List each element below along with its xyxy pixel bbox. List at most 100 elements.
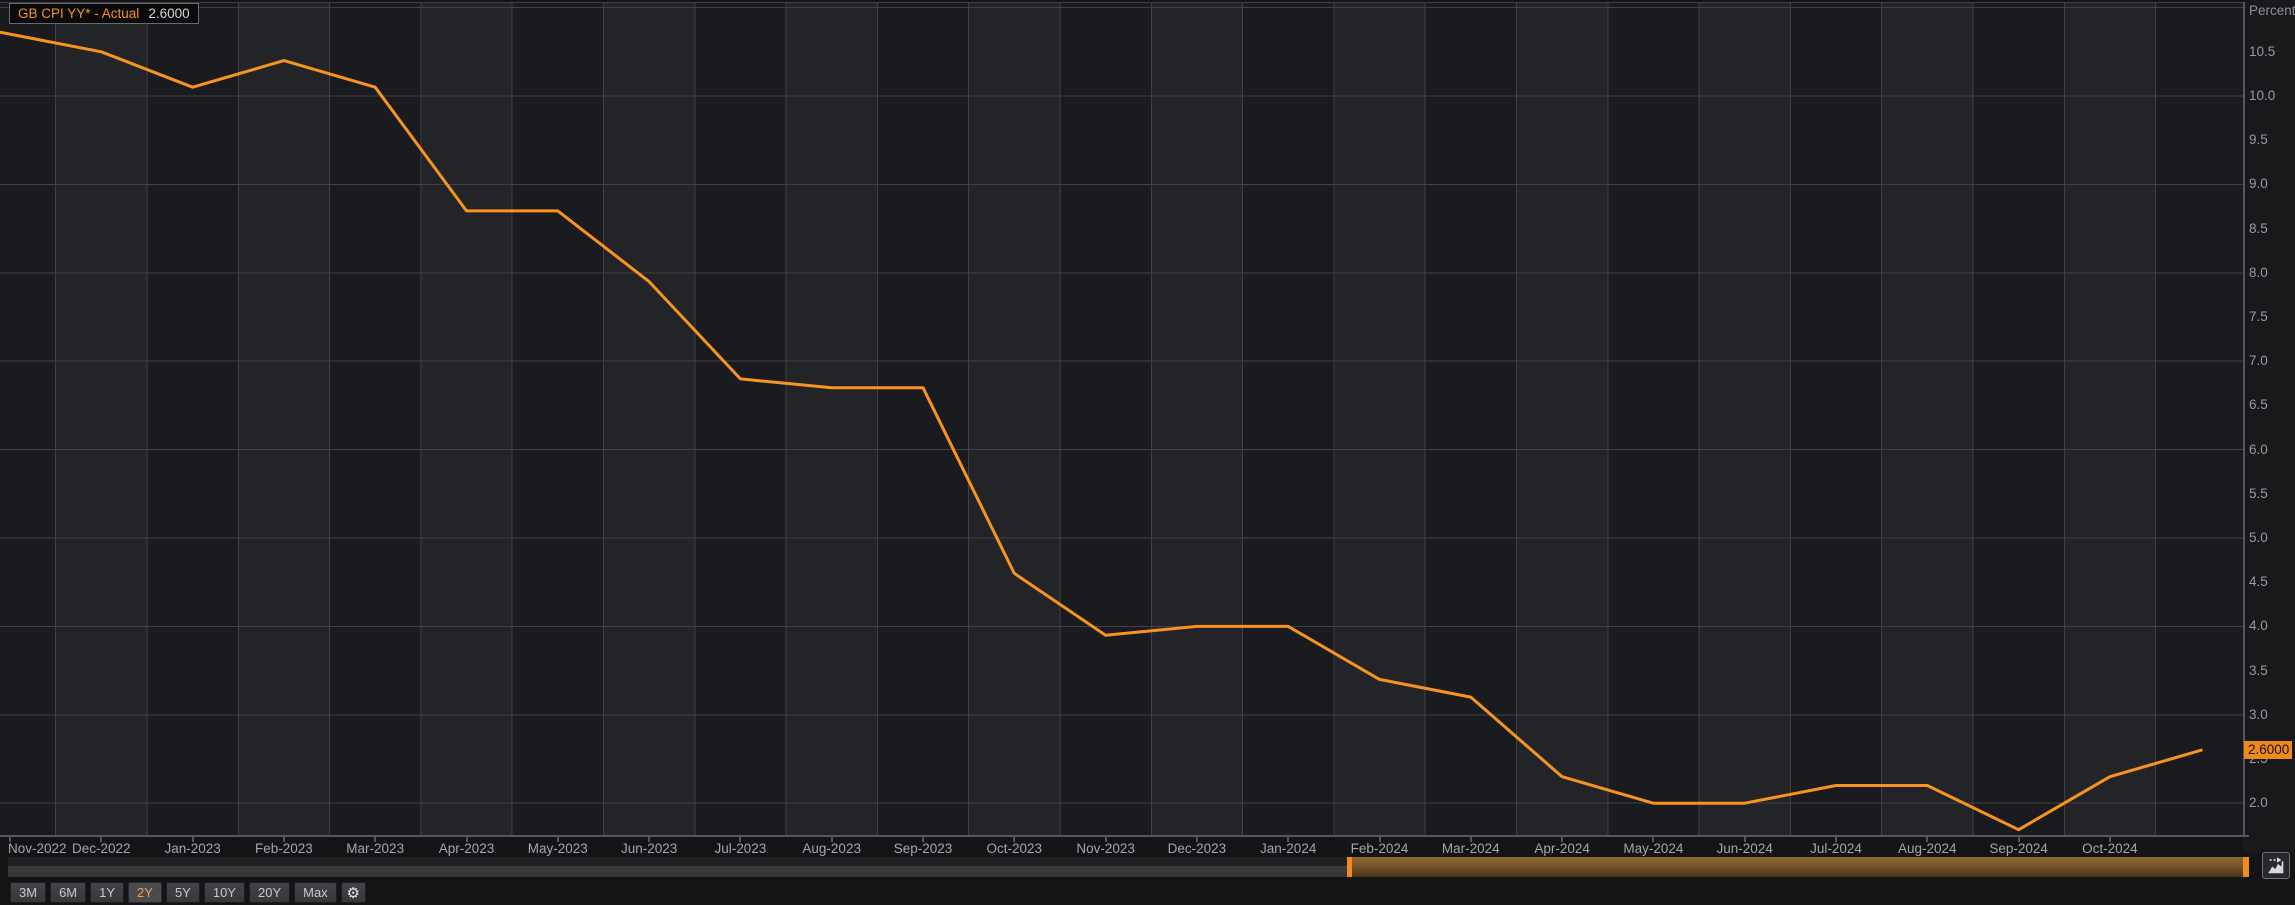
plot-column-band: [329, 2, 421, 835]
x-axis-tick: [739, 837, 742, 842]
x-axis-tick: [1195, 837, 1198, 842]
x-axis-tick-label: Oct-2024: [2082, 841, 2138, 856]
x-axis-tick-label: Nov-2022: [8, 841, 67, 856]
x-axis-tick-label: Nov-2023: [1076, 841, 1135, 856]
plot-column-band: [55, 2, 147, 835]
y-axis-title: Percent: [2249, 3, 2295, 18]
x-axis-tick-label: Sep-2024: [1989, 841, 2048, 856]
y-axis-tick-label: 8.0: [2249, 264, 2268, 280]
range-button-10y[interactable]: 10Y: [203, 882, 245, 903]
plot-column-band: [877, 2, 969, 835]
y-axis-tick-label: 10.5: [2249, 43, 2276, 59]
range-scrollbar-track[interactable]: [8, 857, 2249, 877]
x-axis-tick: [922, 837, 924, 842]
x-axis-tick: [1378, 837, 1381, 842]
x-axis-tick: [282, 837, 285, 842]
plot-column-band: [1972, 2, 2065, 835]
x-axis-tick-label: Mar-2024: [1441, 841, 1500, 856]
plot-column-band: [1151, 2, 1243, 835]
x-axis-tick: [2108, 837, 2111, 842]
y-axis-tick-label: 4.5: [2249, 574, 2268, 590]
x-axis-tick-label: Apr-2023: [438, 841, 495, 856]
x-axis-tick-label: Aug-2023: [802, 841, 861, 856]
y-axis-strip: Percent 10.5 10.0 9.5 9.0 8.5 8.0 7.5 7.0 6.5 6.0…: [2243, 0, 2295, 853]
x-axis-tick-label: Feb-2024: [1350, 841, 1409, 856]
range-button-1y[interactable]: 1Y: [90, 882, 125, 903]
x-axis-tick-label: Dec-2022: [72, 841, 131, 856]
x-axis-tick: [1287, 837, 1290, 842]
plot-column-band: [1059, 2, 1152, 835]
x-axis-tick: [1469, 837, 1472, 842]
x-axis-tick-label: Mar-2023: [346, 841, 405, 856]
x-axis-tick-label: Jan-2023: [164, 841, 221, 856]
x-axis-tick-label: Jun-2023: [620, 841, 678, 856]
plot-column-band: [968, 2, 1060, 835]
legend-box: GB CPI YY* - Actual 2.6000: [9, 3, 199, 24]
price-line-chart[interactable]: [0, 2, 2243, 835]
plot-column-band: [1790, 2, 1882, 835]
x-axis-tick: [830, 837, 833, 842]
x-axis-tick: [1104, 837, 1107, 842]
x-axis-tick-label: Jun-2024: [1716, 841, 1773, 856]
legend-last-value: 2.6000: [148, 6, 190, 21]
y-axis-tick-label: 5.5: [2249, 485, 2268, 501]
plot-column-band: [1333, 2, 1426, 835]
x-axis-tick: [191, 837, 194, 842]
y-axis-tick-label: 8.5: [2249, 220, 2268, 236]
x-axis-tick-label: May-2024: [1623, 841, 1684, 856]
range-button-20y[interactable]: 20Y: [248, 882, 291, 903]
range-scrollbar-selected-window[interactable]: [1350, 857, 2243, 877]
x-axis-tick: [2017, 837, 2020, 842]
x-axis-tick-label: Aug-2024: [1898, 841, 1957, 856]
plot-column-band: [2155, 2, 2243, 835]
x-axis-tick: [9, 837, 11, 842]
x-axis-tick-label: Sep-2023: [893, 841, 953, 856]
x-axis-tick: [374, 837, 377, 842]
x-axis-tick-label: May-2023: [527, 841, 588, 856]
plot-column-band: [0, 2, 56, 835]
scrollbar-right-handle[interactable]: [2243, 857, 2249, 877]
plot-column-band: [1881, 2, 1973, 835]
y-axis-tick-label: 6.0: [2249, 441, 2268, 457]
range-button-2y[interactable]: 2Y: [128, 882, 162, 903]
y-axis-tick-label: 7.0: [2249, 353, 2268, 369]
y-axis-tick-label: 6.5: [2249, 397, 2268, 413]
last-price-marker: 2.6000: [2244, 741, 2292, 760]
y-axis-tick-label: 9.0: [2249, 176, 2268, 192]
range-button-max[interactable]: Max: [294, 882, 337, 903]
chart-arrow-icon: [2268, 856, 2284, 873]
x-axis-tick: [1926, 837, 1929, 842]
range-button-5y[interactable]: 5Y: [165, 882, 200, 903]
range-toolbar: 3M 6M 1Y 2Y 5Y 10Y 20Y Max ⚙: [10, 882, 366, 903]
plot-column-band: [694, 2, 787, 835]
plot-column-band: [1242, 2, 1334, 835]
x-axis-tick-label: Dec-2023: [1167, 841, 1227, 856]
x-axis-tick-label: Oct-2023: [986, 841, 1043, 856]
plot-column-band: [1699, 2, 1791, 835]
plot-column-band: [420, 2, 513, 835]
x-axis-tick: [100, 837, 103, 842]
gear-icon[interactable]: ⚙: [340, 882, 366, 903]
jump-to-latest-button[interactable]: [2262, 852, 2290, 879]
plot-column-band: [786, 2, 878, 835]
x-axis-tick: [1743, 837, 1746, 842]
plot-column-band: [238, 2, 330, 835]
cpi-series-line: [0, 30, 2203, 832]
x-axis-tick: [465, 837, 468, 842]
plot-area[interactable]: [0, 2, 2243, 835]
plot-column-band: [2064, 2, 2156, 835]
x-axis-tick: [648, 837, 651, 842]
x-axis-tick: [1013, 837, 1016, 842]
y-axis-tick-label: 5.0: [2249, 530, 2268, 545]
legend-series-label: GB CPI YY* - Actual: [18, 6, 140, 21]
y-axis-tick-label: 4.0: [2249, 618, 2268, 634]
range-button-3m[interactable]: 3M: [10, 882, 47, 903]
x-axis-tick: [1835, 837, 1837, 842]
y-axis-tick-label: 2.0: [2249, 795, 2268, 811]
range-button-6m[interactable]: 6M: [50, 882, 87, 903]
plot-column-band: [1516, 2, 1608, 835]
plot-column-band: [1607, 2, 1700, 835]
x-axis-tick: [1561, 837, 1564, 842]
scrollbar-left-handle[interactable]: [1347, 857, 1352, 877]
